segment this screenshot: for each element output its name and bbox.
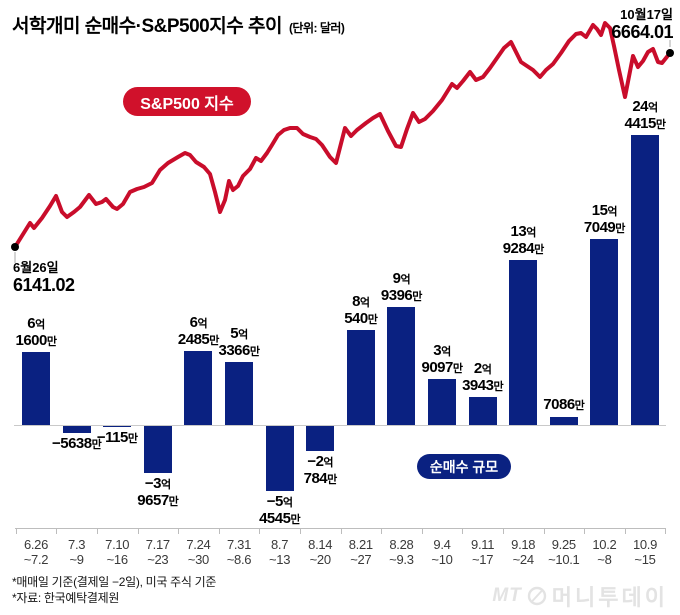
x-axis-label: 6.26 ~7.2 xyxy=(23,537,49,567)
net-buy-bar xyxy=(428,379,456,425)
x-axis-tick xyxy=(624,528,626,534)
x-axis-label: 8.21 ~27 xyxy=(348,537,373,567)
x-axis-label: 9.11 ~17 xyxy=(471,537,495,567)
net-buy-bar xyxy=(225,362,253,425)
net-buy-bar xyxy=(387,307,416,425)
x-axis-label: 10.2 ~8 xyxy=(592,537,617,567)
x-axis-tick xyxy=(96,528,98,534)
net-buy-bar xyxy=(265,426,294,491)
x-axis-label: 7.3 ~9 xyxy=(68,537,86,567)
x-axis-tick xyxy=(340,528,342,534)
x-axis-label: 8.7 ~13 xyxy=(269,537,291,567)
netbuy-legend-badge: 순매수 규모 xyxy=(417,454,511,479)
start-date-label: 6월26일 xyxy=(13,260,59,275)
bar-value-label: 3억 9097만 xyxy=(421,342,463,376)
bar-value-label: 24억 4415만 xyxy=(624,98,666,132)
bar-value-label: −5억 4545만 xyxy=(259,493,301,527)
bar-value-label: 7086만 xyxy=(543,396,585,413)
x-axis-label: 7.17 ~23 xyxy=(145,537,170,567)
line-end-annotation: 10월17일 6664.01 xyxy=(611,7,673,42)
mt-logo-text: MT xyxy=(492,585,522,606)
net-buy-bar xyxy=(62,426,91,433)
bar-value-label: 6억 2485만 xyxy=(177,314,219,348)
bar-value-label: 5억 3366만 xyxy=(218,325,260,359)
net-buy-bar xyxy=(468,397,497,425)
footnote-basis: *매매일 기준(결제일 −2일), 미국 주식 기준 xyxy=(12,575,217,589)
bar-value-label: −2억 784만 xyxy=(303,453,338,487)
x-axis-label: 9.18 ~24 xyxy=(511,537,536,567)
bar-value-label: 8억 540만 xyxy=(344,293,378,327)
x-axis-label: 9.25 ~10.1 xyxy=(548,537,580,567)
bar-value-label: 13억 9284만 xyxy=(502,223,544,257)
zero-baseline xyxy=(14,425,666,426)
net-buy-bar xyxy=(143,426,172,473)
bar-value-label: −115만 xyxy=(96,429,138,446)
x-axis-label: 7.10 ~16 xyxy=(105,537,130,567)
x-axis-tick xyxy=(137,528,139,534)
x-axis-tick xyxy=(665,528,667,534)
x-axis-tick xyxy=(502,528,504,534)
footnote-source: *자료: 한국예탁결제원 xyxy=(12,591,120,605)
x-axis-tick xyxy=(421,528,423,534)
x-axis-label: 8.28 ~9.3 xyxy=(389,537,414,567)
bar-value-label: 2억 3943만 xyxy=(462,360,504,394)
spx-legend-badge: S&P500 지수 xyxy=(123,87,251,116)
x-axis-tick xyxy=(543,528,545,534)
x-axis-tick xyxy=(584,528,586,534)
x-axis-tick xyxy=(381,528,383,534)
line-start-annotation: 6월26일 6141.02 xyxy=(13,260,75,295)
net-buy-bar xyxy=(22,352,50,425)
x-axis-tick xyxy=(218,528,220,534)
x-axis-line xyxy=(15,528,666,529)
net-buy-bar xyxy=(509,260,538,425)
x-axis-tick xyxy=(462,528,464,534)
end-value-label: 6664.01 xyxy=(611,22,673,42)
bar-value-label: −5638만 xyxy=(51,435,102,452)
net-buy-bar xyxy=(590,239,619,425)
x-axis-tick xyxy=(178,528,180,534)
bar-value-label: 6억 1600만 xyxy=(15,315,57,349)
net-buy-bar xyxy=(184,351,213,425)
end-date-label: 10월17일 xyxy=(620,7,673,22)
x-axis-label: 9.4 ~10 xyxy=(431,537,453,567)
bar-value-label: −3억 9657만 xyxy=(137,475,179,509)
net-buy-bar xyxy=(631,135,659,425)
net-buy-bar xyxy=(306,426,335,451)
net-buy-bar xyxy=(346,330,375,425)
x-axis-tick xyxy=(259,528,261,534)
mt-circle-icon xyxy=(527,586,546,606)
x-axis-tick xyxy=(15,528,17,534)
moneytoday-logo: MT 머니투데이 xyxy=(492,580,668,612)
moneytoday-text: 머니투데이 xyxy=(551,585,668,610)
x-axis-tick xyxy=(56,528,58,534)
x-axis-label: 7.24 ~30 xyxy=(186,537,211,567)
net-buy-bar xyxy=(103,426,132,427)
bar-value-label: 9억 9396만 xyxy=(380,270,422,304)
x-axis-label: 7.31 ~8.6 xyxy=(226,537,252,567)
x-axis-label: 8.14 ~20 xyxy=(308,537,333,567)
start-value-label: 6141.02 xyxy=(13,275,75,295)
net-buy-bar xyxy=(549,417,578,425)
bar-value-label: 15억 7049만 xyxy=(583,202,625,236)
x-axis-tick xyxy=(299,528,301,534)
x-axis-label: 10.9 ~15 xyxy=(632,537,658,567)
